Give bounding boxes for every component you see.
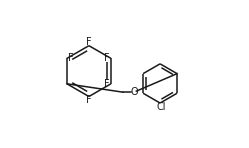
Text: F: F [104, 53, 109, 63]
Text: F: F [86, 37, 92, 47]
Text: Cl: Cl [156, 102, 166, 112]
Text: F: F [68, 53, 74, 63]
Text: F: F [104, 79, 109, 89]
Text: F: F [86, 95, 92, 105]
Text: O: O [130, 87, 138, 97]
